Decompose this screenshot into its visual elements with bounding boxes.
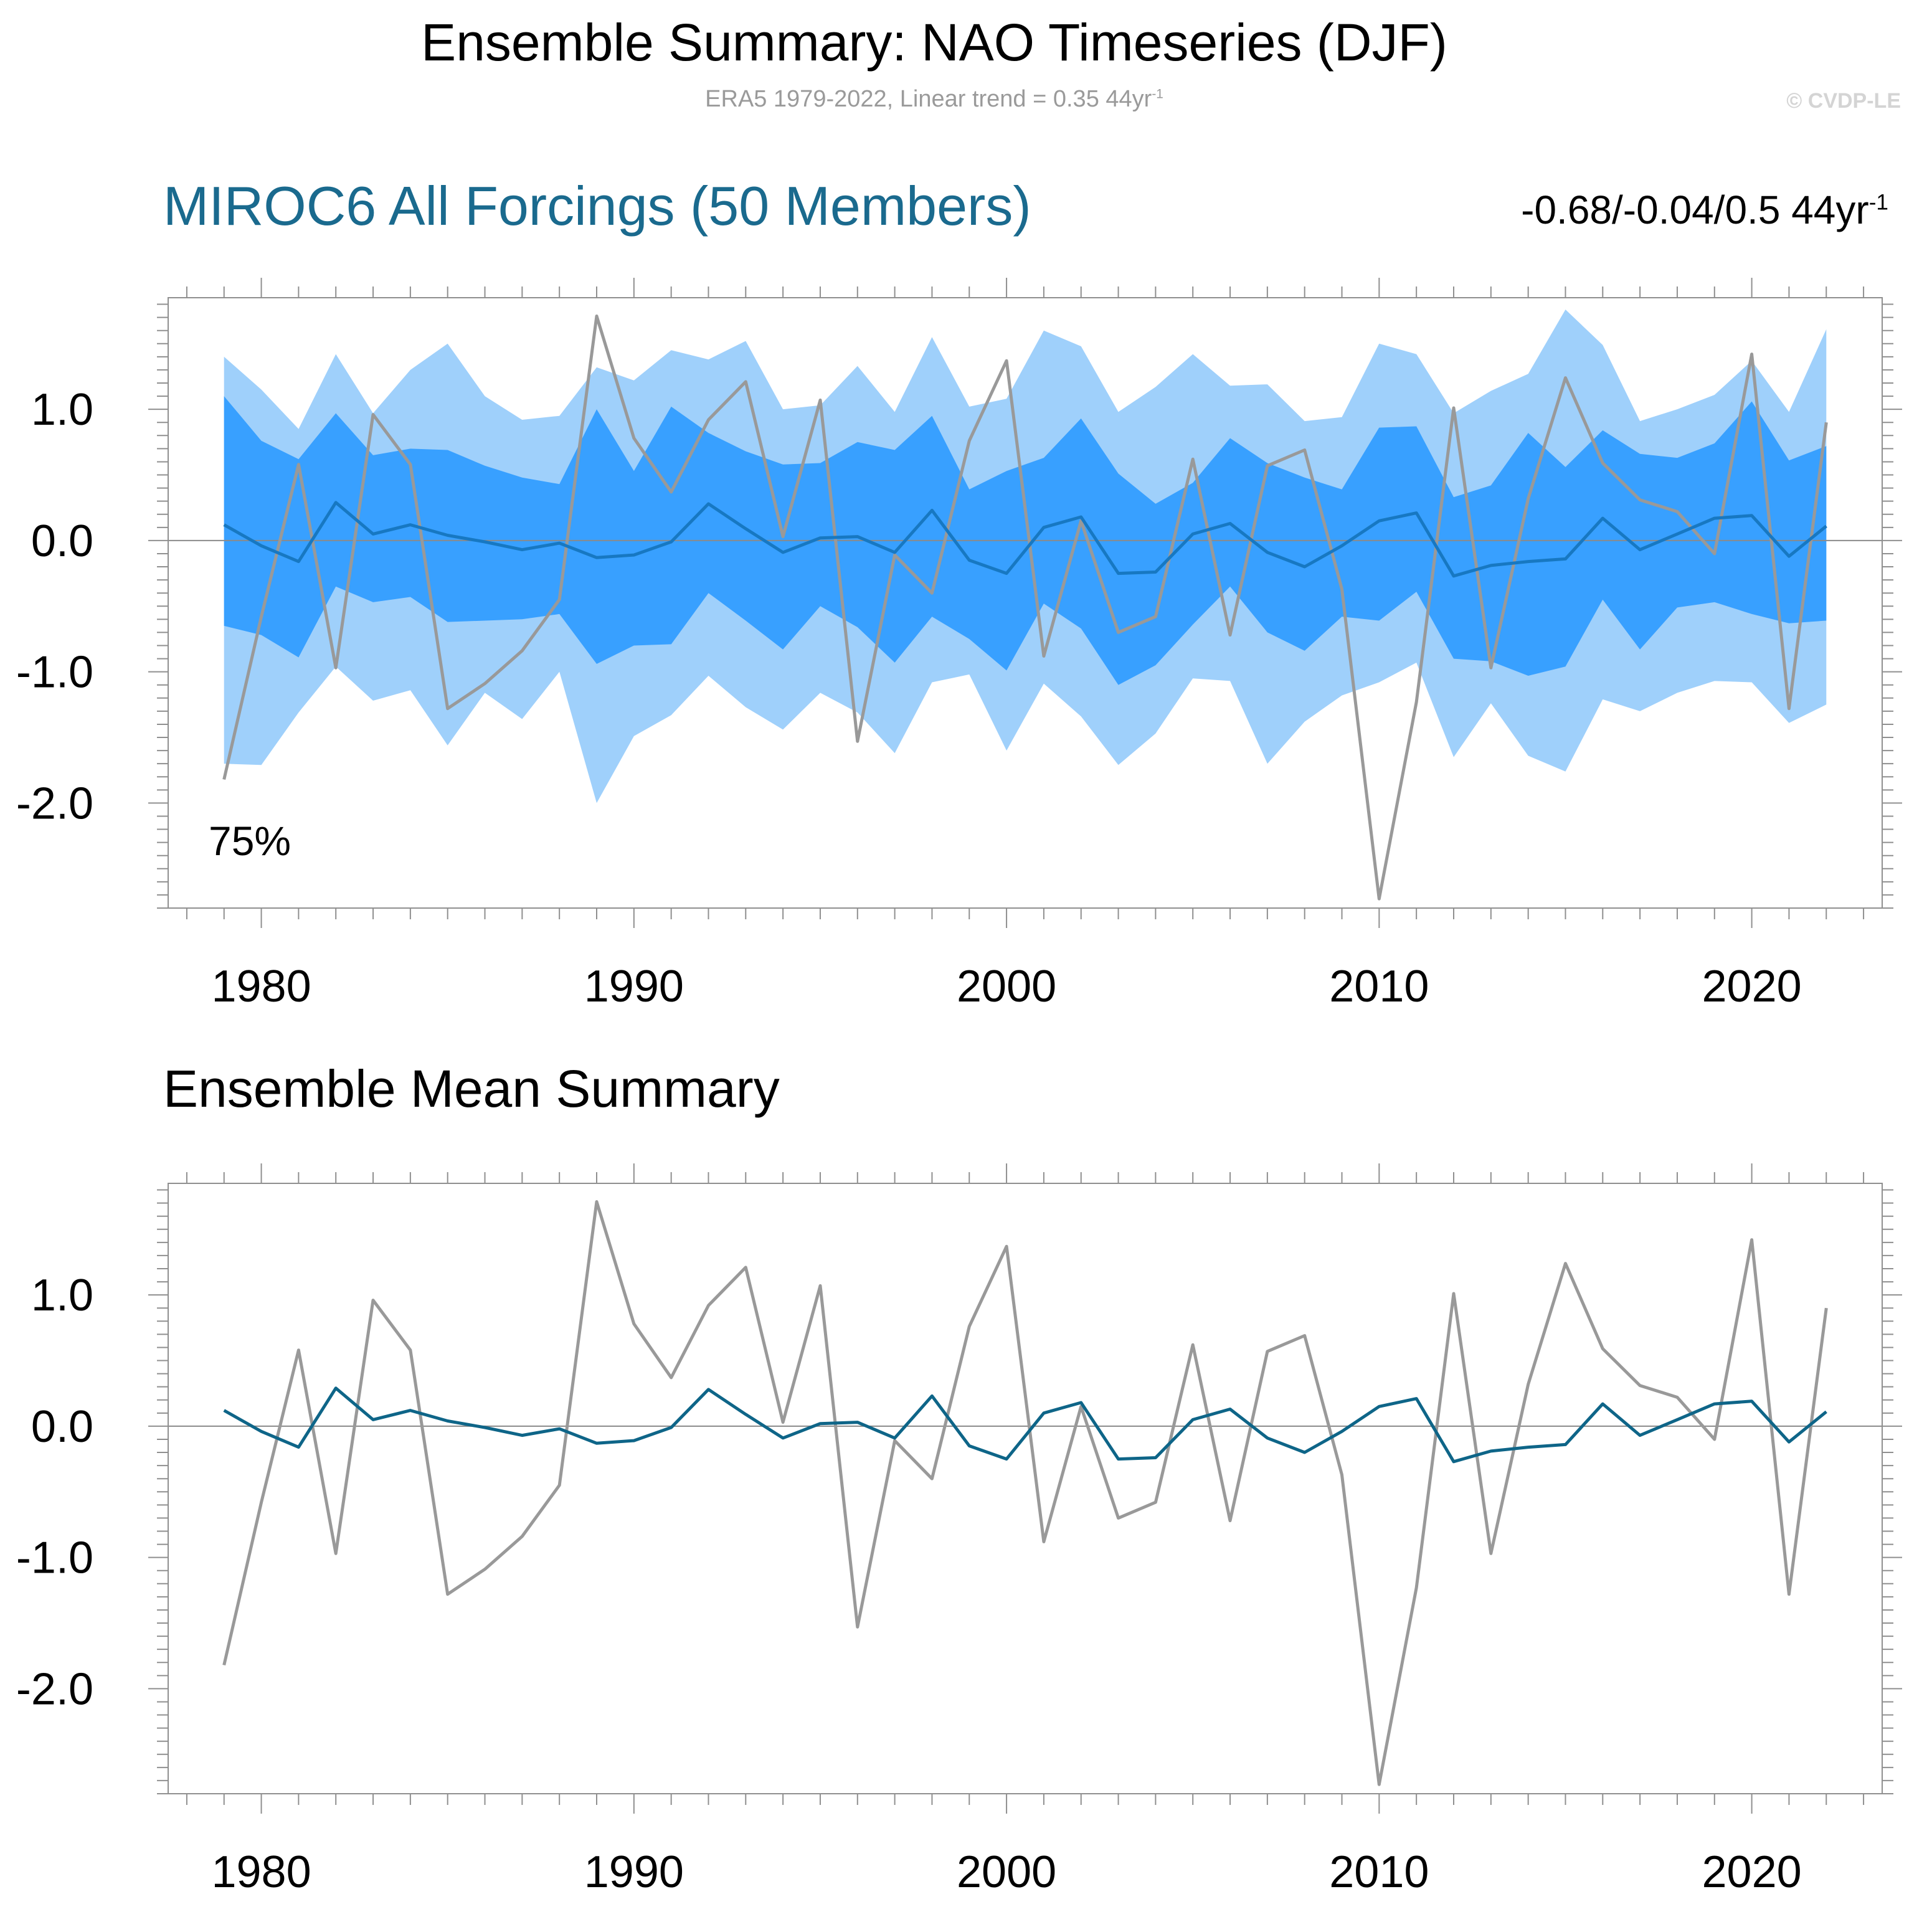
panel1-xtick-label: 2010 bbox=[1329, 962, 1429, 1011]
panel2-plot: 1980 1990 2000 2010 2020 1.0 0.0 -1.0 -2.0 bbox=[16, 1163, 1902, 1897]
trend-text: -0.68/-0.04/0.5 44yr bbox=[1521, 187, 1869, 232]
panel1-ytick-label: -1.0 bbox=[16, 648, 93, 698]
panel1-xtick-label: 2000 bbox=[957, 962, 1056, 1011]
panel2-title: Ensemble Mean Summary bbox=[163, 1059, 780, 1118]
panel2-era5-line bbox=[222, 1200, 1828, 1786]
panel1-ytick-label: 1.0 bbox=[31, 385, 93, 435]
panel2-xtick-label: 2010 bbox=[1329, 1847, 1429, 1897]
panel2-ytick-label: -1.0 bbox=[16, 1533, 93, 1583]
subtitle-text: ERA5 1979-2022, Linear trend = 0.35 44yr bbox=[705, 86, 1152, 112]
subtitle-superscript: -1 bbox=[1152, 87, 1163, 102]
panel1-xtick-label: 2020 bbox=[1702, 962, 1802, 1011]
panel1-xtick-label: 1980 bbox=[211, 962, 311, 1011]
panel2-frame bbox=[168, 1183, 1883, 1794]
panel1-plot: 1980 1990 2000 2010 2020 1.0 0.0 -1.0 -2.0 75% bbox=[16, 278, 1902, 1011]
panel1-ytick-label: 0.0 bbox=[31, 516, 93, 566]
panel2-xtick-label: 1980 bbox=[211, 1847, 311, 1897]
panel1-ensemble-median-line bbox=[223, 501, 1827, 578]
panel1-title: MIROC6 All Forcings (50 Members) bbox=[163, 175, 1031, 237]
panel1-xtick-label: 1990 bbox=[584, 962, 684, 1011]
copyright-watermark: © CVDP-LE bbox=[1786, 89, 1901, 113]
panel1-ytick-label: -2.0 bbox=[16, 779, 93, 828]
panel1-percent-label: 75% bbox=[209, 818, 291, 864]
panel2-ytick-label: -2.0 bbox=[16, 1664, 93, 1714]
trend-superscript: -1 bbox=[1868, 190, 1888, 215]
panel2-xtick-label: 2020 bbox=[1702, 1847, 1802, 1897]
panel2-ensemble-mean-line bbox=[223, 1386, 1827, 1464]
subtitle: ERA5 1979-2022, Linear trend = 0.35 44yr… bbox=[0, 86, 1868, 113]
panel2-xtick-label: 2000 bbox=[957, 1847, 1056, 1897]
panel1-era5-line bbox=[222, 315, 1828, 901]
panel1-frame bbox=[168, 297, 1883, 909]
panel2-xtick-label: 1990 bbox=[584, 1847, 684, 1897]
main-title: Ensemble Summary: NAO Timeseries (DJF) bbox=[421, 13, 1447, 72]
panel1-trend-label: -0.68/-0.04/0.5 44yr-1 bbox=[1521, 187, 1888, 233]
panel2-ytick-label: 0.0 bbox=[31, 1402, 93, 1452]
panel2-ytick-label: 1.0 bbox=[31, 1271, 93, 1320]
